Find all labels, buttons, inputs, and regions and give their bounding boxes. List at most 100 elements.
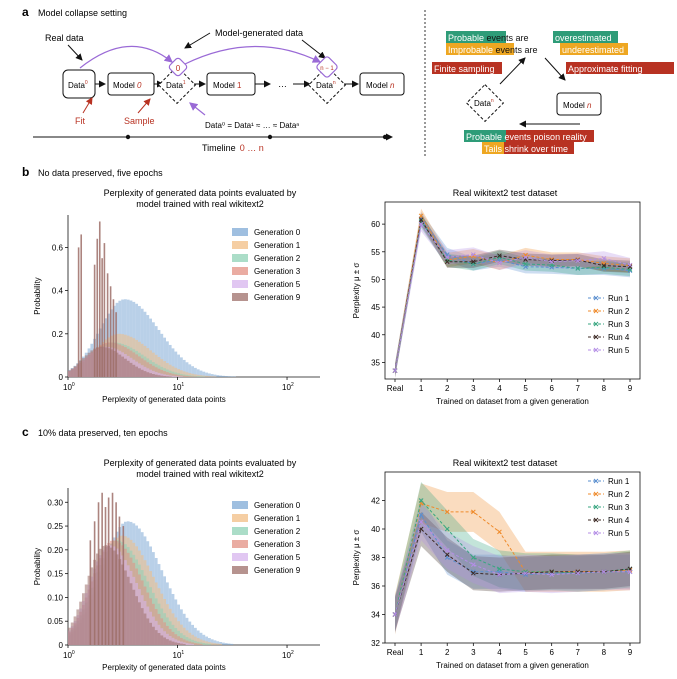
b-hist-legend-swatch [232, 228, 248, 236]
c-line-xtick-label: Real [387, 648, 404, 657]
b-line-point-4 [601, 256, 607, 261]
c-line-legend-marker [593, 530, 599, 536]
c-hist-bar-5 [132, 589, 136, 645]
b-line-point-3 [444, 259, 450, 265]
b-hist-bar-5 [68, 370, 71, 377]
data1-circle-label: 0 [176, 64, 181, 73]
b-hist-bar-4 [180, 376, 183, 377]
b-line-legend-marker [593, 321, 599, 327]
c-hist-legend-swatch [232, 527, 248, 535]
c-hist-bar-1 [216, 643, 220, 645]
b-hist-bar-3 [157, 368, 161, 377]
c-line-ytick-label: 32 [371, 639, 380, 648]
b-hist-bar-0 [191, 366, 194, 377]
b-hist-title-1: Perplexity of generated data points eval… [104, 188, 297, 198]
panel-b-subtitle: No data preserved, five epochs [38, 168, 163, 178]
c-hist-legend-label: Generation 9 [254, 566, 301, 575]
c-hist-bar-4 [182, 642, 186, 645]
c-hist-bar-5 [129, 583, 133, 645]
b-line-line-1 [394, 214, 631, 371]
c-line-ytick-label: 40 [371, 525, 380, 534]
b-hist-bar-5 [160, 375, 164, 377]
c-line-xtick-label: 7 [576, 648, 581, 657]
b-hist-spike [98, 221, 101, 377]
b-hist-bar-5 [146, 372, 150, 377]
panel-c-subtitle: 10% data preserved, ten epochs [38, 428, 168, 438]
b-hist-bar-3 [185, 375, 189, 377]
b-hist-bar-1 [208, 376, 211, 377]
b-hist-legend-label: Generation 5 [254, 280, 301, 289]
c-line-xlabel: Trained on dataset from a given generati… [436, 661, 589, 670]
c-hist-bar-5 [84, 584, 88, 645]
c-hist-bar-5 [160, 635, 164, 645]
c-line-legend-marker [593, 517, 599, 523]
b-hist-bar-0 [157, 329, 161, 377]
b-line-legend-marker [593, 334, 599, 340]
b-hist-spike [77, 247, 80, 377]
datan-circle [316, 56, 338, 78]
c-hist-bar-4 [180, 641, 183, 645]
c-hist-spike [118, 516, 121, 645]
b-hist-bar-1 [174, 367, 178, 377]
c-hist-bar-4 [188, 643, 192, 645]
b-hist-bar-3 [191, 376, 194, 377]
c-hist-bar-1 [196, 638, 200, 645]
b-line-legend-marker [593, 295, 599, 301]
c-line-point-1 [497, 529, 502, 535]
c-line-ytick-label: 34 [371, 611, 380, 620]
b-hist-bar-3 [177, 374, 180, 377]
b-hist-bar-5 [152, 374, 155, 377]
underestimated-text: underestimated [562, 45, 624, 55]
tails-shrink: Tails shrink over time [484, 144, 568, 154]
c-hist-bar-5 [154, 630, 158, 645]
b-hist-bar-5 [84, 355, 88, 377]
b-line-point-1 [418, 213, 424, 219]
c-hist-bar-3 [188, 641, 192, 645]
b-hist-spike [109, 286, 112, 377]
b-line-xtick-label: Real [387, 384, 404, 393]
b-line-band-2 [395, 214, 630, 378]
panel-a-title: Model collapse setting [38, 8, 127, 18]
c-hist-bar-5 [180, 643, 183, 645]
c-hist-ylabel: Probability [33, 548, 42, 585]
overestimated-text: overestimated [555, 33, 612, 43]
c-hist-bar-5 [157, 632, 161, 645]
b-hist-spike [103, 243, 106, 377]
b-hist-bar-1 [180, 370, 183, 377]
datan-text: Datan [316, 80, 336, 90]
b-hist-bar-0 [224, 376, 228, 377]
c-line-legend-label: Run 3 [608, 503, 630, 512]
b-hist-spike [101, 258, 103, 377]
b-line-line-4 [394, 222, 631, 371]
c-line-ytick-label: 38 [371, 554, 380, 563]
b-hist-bar-4 [160, 373, 164, 377]
b-hist-bar-4 [166, 374, 169, 377]
b-hist-ytick-label: 0 [59, 373, 64, 382]
c-hist-bar-0 [199, 632, 203, 645]
c-hist-bar-3 [180, 637, 183, 645]
c-line-xtick-label: 8 [602, 648, 607, 657]
b-hist-bar-4 [174, 376, 178, 377]
data1-node [157, 65, 197, 105]
c-line-point-4 [575, 570, 581, 576]
b-hist-bar-5 [157, 375, 161, 377]
c-line-band-4 [395, 503, 630, 634]
model0-text: Model 0 [113, 81, 142, 90]
c-line-point-3 [444, 552, 450, 558]
c-line-xtick-label: 1 [419, 648, 424, 657]
b-hist-bar-5 [118, 354, 122, 377]
c-hist-bar-0 [208, 638, 211, 645]
b-hist-bar-1 [182, 371, 186, 377]
c-line-xtick-label: 2 [445, 648, 450, 657]
c-line-line-1 [394, 502, 631, 615]
b-hist-bar-5 [154, 374, 158, 377]
b-hist-bar-0 [227, 376, 231, 377]
c-hist-bar-1 [213, 643, 217, 645]
b-hist-bar-5 [104, 347, 108, 377]
b-line-xtick-label: 4 [497, 384, 502, 393]
modeln-text: Model n [366, 81, 395, 90]
c-hist-bar-5 [168, 640, 172, 645]
c-hist-bar-2 [196, 641, 200, 645]
c-hist-bar-5 [70, 622, 74, 645]
